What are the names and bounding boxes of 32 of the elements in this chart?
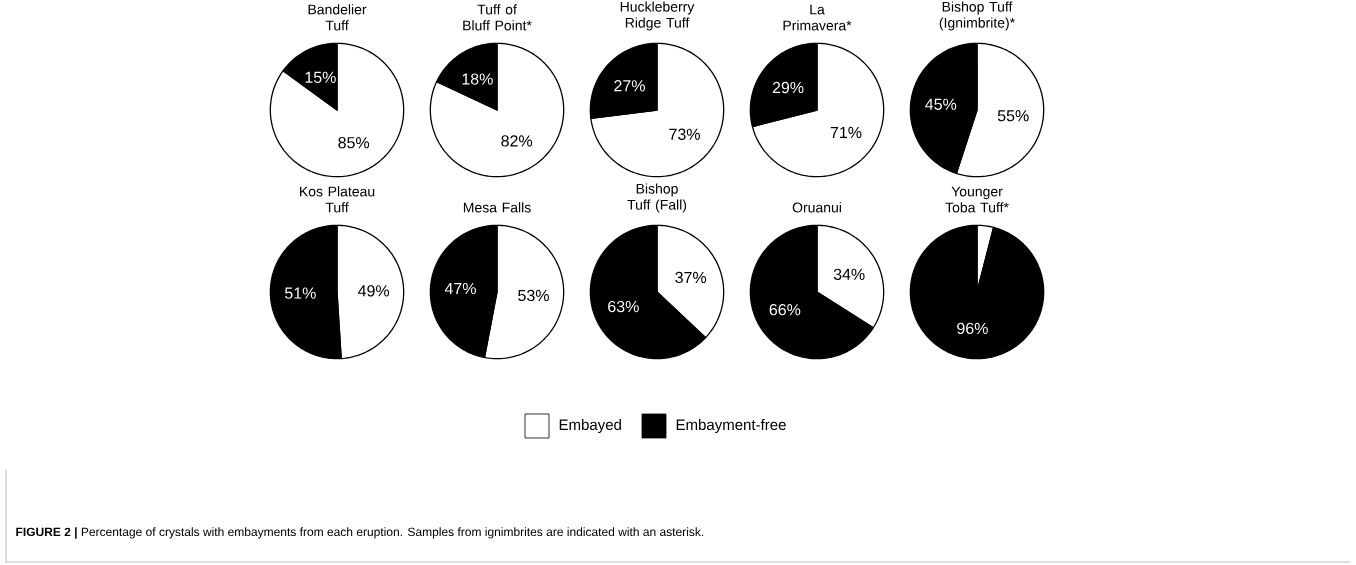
legend-label: Embayed (559, 419, 621, 433)
data-label: 85% (338, 137, 370, 149)
data-label: 51% (284, 287, 316, 299)
data-label: 73% (669, 128, 700, 140)
chart-title: La Primavera* (783, 4, 852, 31)
chart-title: Huckleberry Ridge Tuff (620, 1, 695, 31)
data-label: 37% (675, 271, 707, 284)
data-label: 96% (957, 322, 988, 335)
chart-title: Bishop Tuff (Fall) (627, 183, 687, 213)
data-label: 45% (925, 98, 957, 110)
data-label: 49% (358, 285, 390, 297)
data-label: 29% (772, 81, 804, 94)
data-label: 82% (501, 135, 533, 147)
chart-title: Tuff of Bluff Point* (463, 4, 532, 31)
chart-title: Bandelier Tuff (308, 4, 367, 31)
chart-title: Younger Toba Tuff* (945, 186, 1009, 213)
data-label: 47% (444, 282, 476, 295)
chart-title: Mesa Falls (463, 202, 531, 213)
data-label: 66% (769, 304, 801, 316)
legend-label: Embayment-free (676, 419, 786, 433)
data-label: 55% (997, 110, 1029, 122)
chart-title: Kos Plateau Tuff (300, 186, 375, 213)
data-label: 27% (614, 80, 645, 92)
data-label: 63% (608, 300, 639, 313)
data-label: 71% (830, 126, 862, 139)
data-label: 15% (305, 71, 336, 83)
text: FIGURE 2 | Percentage of crystals with embayments from each eruption. Samples from ignimbrites are indicated with an asterisk. (16, 527, 704, 539)
chart-title: Oruanui (792, 202, 841, 213)
data-label: 18% (462, 73, 493, 85)
chart-title: Bishop Tuff (Ignimbrite)* (939, 1, 1015, 31)
data-label: 34% (833, 268, 865, 280)
data-label: 53% (518, 289, 549, 302)
